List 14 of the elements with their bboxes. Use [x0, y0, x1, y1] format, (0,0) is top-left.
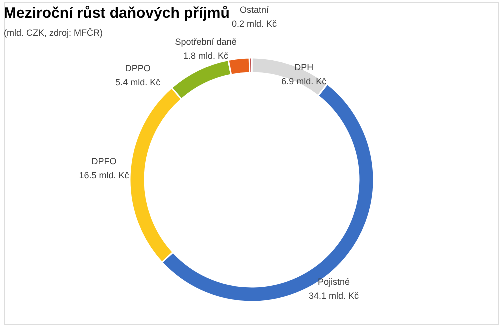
data-label: 34.1 mld. Kč [308, 291, 360, 302]
data-label: 6.9 mld. Kč [282, 76, 328, 86]
slice-label: DPFO [92, 156, 117, 167]
slice-label: DPPO [125, 63, 151, 74]
slice-label: Ostatní [240, 5, 270, 16]
data-label: 0.2 mld. Kč [232, 19, 278, 30]
chart-title: Meziroční růst daňových příjmů [4, 5, 230, 22]
slice-label: Pojistné [318, 277, 350, 288]
data-label: 1.8 mld. Kč [184, 50, 230, 61]
slice-label: Spotřební daně [175, 36, 237, 47]
text: (mld. CZK, zdroj: MFČR) [4, 28, 104, 38]
data-label: 16.5 mld. Kč [79, 170, 130, 181]
data-label: 5.4 mld. Kč [116, 77, 162, 88]
slice-label: DPH [294, 62, 314, 72]
